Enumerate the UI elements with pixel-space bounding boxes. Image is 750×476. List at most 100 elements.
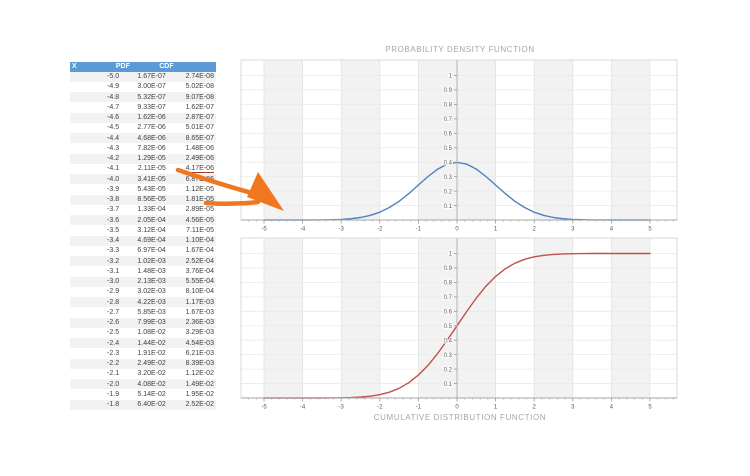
table-cell[interactable]: -4.3 <box>107 144 120 152</box>
table-cell[interactable]: 4.68E-06 <box>137 134 166 142</box>
table-cell[interactable]: 6.40E-02 <box>137 401 166 409</box>
table-row[interactable]: -2.8 4.22E-03 1.17E-03 <box>70 297 216 308</box>
table-row[interactable]: -4.8 5.32E-07 9.07E-08 <box>70 92 216 103</box>
table-cell[interactable]: -4.8 <box>107 93 120 101</box>
table-row[interactable]: -4.2 1.29E-05 2.49E-06 <box>70 153 216 164</box>
table-row[interactable]: -4.5 2.77E-06 5.01E-07 <box>70 122 216 133</box>
cdf-chart[interactable]: 0.1 0.2 0.3 0.4 0.5 0.6 0.7 0.8 0.9 1 -5 -4 -3 -2 -1 0 1… <box>238 236 682 412</box>
table-cell[interactable]: -4.5 <box>107 124 120 132</box>
table-cell[interactable]: 1.12E-05 <box>185 185 214 193</box>
table-header-row[interactable]: X PDF CDF <box>70 62 216 72</box>
table-cell[interactable]: 7.82E-06 <box>137 144 166 152</box>
table-cell[interactable]: 1.62E-06 <box>137 114 166 122</box>
table-cell[interactable]: -2.5 <box>107 329 120 337</box>
table-cell[interactable]: 1.17E-03 <box>185 298 214 306</box>
table-cell[interactable]: 3.76E-04 <box>185 267 214 275</box>
table-cell[interactable]: 2.89E-05 <box>185 206 214 214</box>
table-cell[interactable]: -3.5 <box>107 226 120 234</box>
table-row[interactable]: -2.4 1.44E-02 4.54E-03 <box>70 338 216 349</box>
table-row[interactable]: -1.9 5.14E-02 1.95E-02 <box>70 389 216 400</box>
table-cell[interactable]: 1.95E-02 <box>185 390 214 398</box>
table-row[interactable]: -4.7 9.33E-07 1.62E-07 <box>70 102 216 113</box>
table-cell[interactable]: 1.49E-02 <box>185 380 214 388</box>
table-row[interactable]: -2.2 2.49E-02 8.39E-03 <box>70 358 216 369</box>
table-cell[interactable]: -4.0 <box>107 175 120 183</box>
table-row[interactable]: -2.9 3.02E-03 8.10E-04 <box>70 286 216 297</box>
table-cell[interactable]: 4.22E-03 <box>137 298 166 306</box>
table-cell[interactable]: 1.29E-05 <box>137 155 166 163</box>
table-cell[interactable]: -2.8 <box>107 298 120 306</box>
table-cell[interactable]: 8.39E-03 <box>185 360 214 368</box>
table-cell[interactable]: 3.20E-02 <box>137 370 166 378</box>
table-cell[interactable]: 5.55E-04 <box>185 278 214 286</box>
table-cell[interactable]: 3.29E-03 <box>185 329 214 337</box>
table-cell[interactable]: -3.8 <box>107 196 120 204</box>
table-cell[interactable]: 5.32E-07 <box>137 93 166 101</box>
table-cell[interactable]: 3.00E-07 <box>137 83 166 91</box>
table-cell[interactable]: 1.67E-07 <box>137 73 166 81</box>
table-row[interactable]: -3.2 1.02E-03 2.52E-04 <box>70 256 216 267</box>
table-cell[interactable]: -2.6 <box>107 319 120 327</box>
table-body[interactable]: -5.0 1.67E-07 2.74E-08 -4.9 3.00E-07 5.02E-08… <box>70 71 216 410</box>
table-cell[interactable]: -3.2 <box>107 257 120 265</box>
table-cell[interactable]: -4.1 <box>107 165 120 173</box>
table-cell[interactable]: 5.01E-07 <box>185 124 214 132</box>
table-cell[interactable]: 9.33E-07 <box>137 103 166 111</box>
table-cell[interactable]: 4.54E-03 <box>185 339 214 347</box>
table-cell[interactable]: 2.05E-04 <box>137 216 166 224</box>
table-row[interactable]: -4.9 3.00E-07 5.02E-08 <box>70 81 216 92</box>
table-cell[interactable]: 1.02E-03 <box>137 257 166 265</box>
table-row[interactable]: -3.1 1.48E-03 3.76E-04 <box>70 266 216 277</box>
table-cell[interactable]: 1.67E-04 <box>185 247 214 255</box>
table-cell[interactable]: -3.0 <box>107 278 120 286</box>
table-cell[interactable]: 5.43E-05 <box>137 185 166 193</box>
table-row[interactable]: -4.1 2.11E-05 4.17E-06 <box>70 163 216 174</box>
table-cell[interactable]: -2.9 <box>107 288 120 296</box>
table-row[interactable]: -2.3 1.91E-02 6.21E-03 <box>70 348 216 359</box>
table-cell[interactable]: 6.21E-03 <box>185 349 214 357</box>
table-cell[interactable]: 2.13E-03 <box>137 278 166 286</box>
table-cell[interactable]: -2.7 <box>107 308 120 316</box>
table-cell[interactable]: 7.99E-03 <box>137 319 166 327</box>
table-row[interactable]: -2.5 1.08E-02 3.29E-03 <box>70 327 216 338</box>
data-table[interactable]: X PDF CDF -5.0 1.67E-07 2.74E-08 -4.9 3.00E-… <box>70 62 216 410</box>
table-cell[interactable]: -3.9 <box>107 185 120 193</box>
table-cell[interactable]: 5.14E-02 <box>137 390 166 398</box>
table-row[interactable]: -3.3 6.97E-04 1.67E-04 <box>70 245 216 256</box>
table-cell[interactable]: 5.02E-08 <box>185 83 214 91</box>
table-cell[interactable]: 2.49E-06 <box>185 155 214 163</box>
table-row[interactable]: -3.9 5.43E-05 1.12E-05 <box>70 184 216 195</box>
table-cell[interactable]: -2.1 <box>107 370 120 378</box>
table-cell[interactable]: -3.3 <box>107 247 120 255</box>
table-row[interactable]: -2.6 7.99E-03 2.36E-03 <box>70 317 216 328</box>
table-cell[interactable]: 8.56E-05 <box>137 196 166 204</box>
table-cell[interactable]: 1.81E-05 <box>185 196 214 204</box>
table-cell[interactable]: 1.33E-04 <box>137 206 166 214</box>
table-header-cdf[interactable]: CDF <box>159 63 174 71</box>
table-row[interactable]: -2.0 4.08E-02 1.49E-02 <box>70 379 216 390</box>
table-cell[interactable]: -1.8 <box>107 401 120 409</box>
table-cell[interactable]: -3.4 <box>107 237 120 245</box>
table-cell[interactable]: 6.97E-04 <box>137 247 166 255</box>
table-cell[interactable]: -4.4 <box>107 134 120 142</box>
table-row[interactable]: -5.0 1.67E-07 2.74E-08 <box>70 71 216 82</box>
annotation-arrow[interactable] <box>170 152 300 222</box>
table-cell[interactable]: 9.07E-08 <box>185 93 214 101</box>
table-cell[interactable]: 1.08E-02 <box>137 329 166 337</box>
table-cell[interactable]: 8.10E-04 <box>185 288 214 296</box>
table-cell[interactable]: -5.0 <box>107 73 120 81</box>
table-cell[interactable]: 2.49E-02 <box>137 360 166 368</box>
table-cell[interactable]: -2.2 <box>107 360 120 368</box>
table-cell[interactable]: 3.02E-03 <box>137 288 166 296</box>
table-cell[interactable]: 2.77E-06 <box>137 124 166 132</box>
table-cell[interactable]: 4.08E-02 <box>137 380 166 388</box>
table-cell[interactable]: 1.10E-04 <box>185 237 214 245</box>
table-cell[interactable]: 2.36E-03 <box>185 319 214 327</box>
table-cell[interactable]: 2.74E-08 <box>185 73 214 81</box>
table-cell[interactable]: 2.87E-07 <box>185 114 214 122</box>
table-cell[interactable]: 4.17E-06 <box>185 165 214 174</box>
table-header-pdf[interactable]: PDF <box>115 63 130 71</box>
table-row[interactable]: -4.6 1.62E-06 2.87E-07 <box>70 112 216 123</box>
table-row[interactable]: -2.1 3.20E-02 1.12E-02 <box>70 368 216 379</box>
table-cell[interactable]: 2.11E-05 <box>137 165 166 173</box>
